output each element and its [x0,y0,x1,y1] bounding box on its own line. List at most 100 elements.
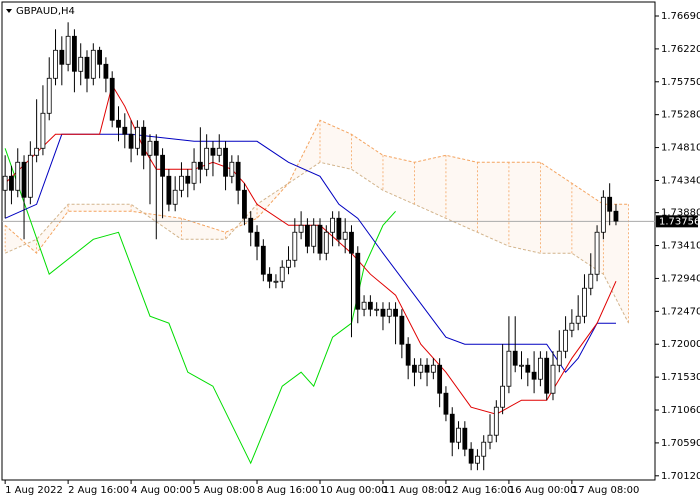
candle-body [90,49,96,79]
candle-body [267,273,273,282]
candle-body [116,119,121,128]
y-tick-label: 1.72000 [661,339,700,350]
candle-body [179,175,184,191]
candle-body [40,112,46,149]
price-label-box [656,215,698,228]
candle-body [336,217,342,240]
menu-arrow[interactable] [6,9,12,13]
candle-body [103,63,109,79]
candle-body [556,350,562,366]
candle-body [204,147,210,170]
candle-body [361,301,367,310]
candle-body [424,364,430,373]
candle-body [380,308,386,317]
candle-body [430,364,436,373]
candle-body [443,392,449,415]
candle-body [456,427,461,443]
candle-body [330,217,335,233]
candle-body [349,231,354,254]
candle-body [418,364,424,373]
candle-body [323,231,329,254]
candle-body [550,364,556,394]
candle-body [59,49,65,65]
y-tick-label: 1.72940 [661,273,700,284]
span-b [4,161,630,324]
candle-body [374,308,380,311]
candle-body [153,140,159,156]
candle-body [84,56,90,79]
candle-body [311,224,317,247]
candle-body [613,210,619,222]
candle-body [235,161,241,191]
candle-body [141,126,147,156]
y-tick-label: 1.70590 [661,438,700,449]
y-tick-label: 1.71060 [661,405,700,416]
candle-body [386,308,392,317]
candle-body [292,231,298,261]
candle-body [185,175,191,184]
candle-body [519,364,524,367]
candle-body [134,126,140,149]
candle-body [191,161,197,184]
candle-body [449,413,455,443]
candle-body [600,196,606,233]
candle-body [475,455,480,464]
candle-body [197,161,203,170]
candle-body [166,175,172,205]
candle-body [481,441,487,457]
x-tick-label: 17 Aug 08:00 [572,485,639,496]
y-tick-label: 1.72470 [661,306,700,317]
candle-body [260,245,266,275]
candle-body [27,154,33,198]
span-a [4,119,629,254]
candle-body [248,217,254,233]
x-tick-label: 12 Aug 16:00 [446,485,513,496]
chart-title: GBPAUD,H4 [16,6,75,17]
candle-body [160,154,165,177]
x-tick-label: 11 Aug 08:00 [383,485,450,496]
candle-body [305,224,310,247]
candle-body [254,231,260,247]
candle-body [172,189,178,205]
candle-body [242,189,247,219]
candle-body [525,364,531,373]
y-tick-label: 1.76220 [661,44,700,55]
candle-body [21,161,27,198]
candle-body [286,259,291,268]
candle-body [563,329,568,352]
candle-body [437,364,443,394]
price-label: 1.73756 [659,216,700,227]
y-tick-label: 1.75280 [661,110,700,121]
x-tick-label: 8 Aug 16:00 [257,485,318,496]
candle-body [355,252,361,310]
candle-body [122,126,128,135]
candle-body [493,406,499,436]
candle-body [9,175,14,191]
candle-body [210,147,216,156]
candle-body [412,364,417,373]
candle-body [393,308,398,317]
candle-body [2,175,8,191]
x-tick-label: 5 Aug 08:00 [194,485,255,496]
candle-body [15,161,21,191]
candle-body [500,385,506,408]
y-tick-label: 1.71530 [661,372,700,383]
cloud-area [5,120,629,324]
y-tick-label: 1.73880 [661,208,700,219]
candle-body [468,448,474,464]
candle-body [607,196,613,212]
candle-body [575,315,581,324]
candle-body [506,350,512,387]
x-tick-label: 4 Aug 00:00 [131,485,192,496]
candle-body [65,35,71,65]
candle-body [487,434,493,443]
candle-body [273,280,279,283]
candle-body [544,357,550,394]
candle-body [78,56,84,72]
candle-body [216,147,222,156]
candle-body [46,77,52,114]
y-tick-label: 1.73410 [661,241,700,252]
candle-body [569,322,575,331]
candle-body [405,343,411,366]
candle-body [537,357,543,380]
